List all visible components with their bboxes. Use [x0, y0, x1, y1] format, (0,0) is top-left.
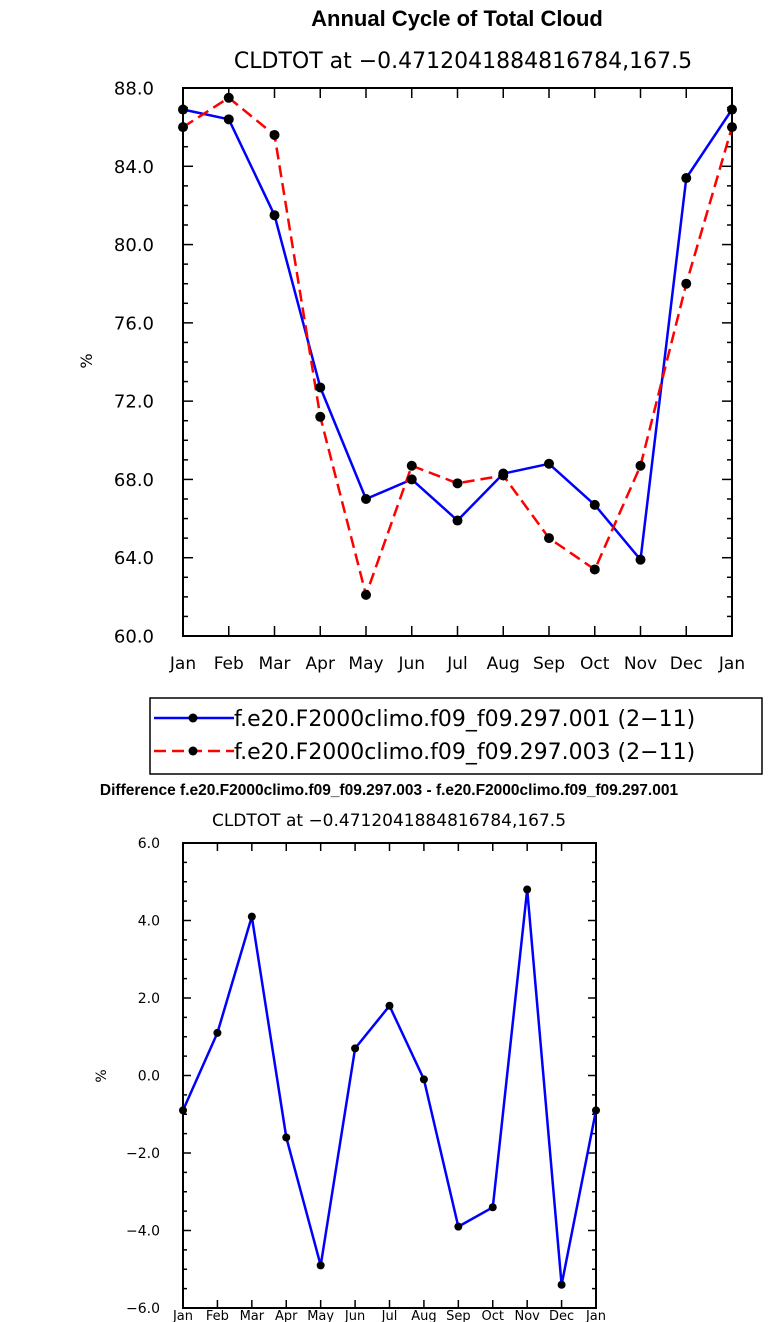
top-series-1-point	[178, 104, 188, 115]
top-x-tick-label: Dec	[670, 654, 703, 674]
legend-label-series-1: f.e20.F2000climo.f09_f09.297.001 (2−11)	[234, 707, 695, 732]
top-x-tick-label: May	[348, 654, 383, 674]
bottom-y-tick-label: 2.0	[138, 991, 160, 1007]
bottom-y-tick-label: −6.0	[126, 1301, 160, 1317]
bottom-series-1-point	[247, 912, 256, 921]
top-chart-ylabel: %	[77, 353, 96, 368]
bottom-x-tick-label: May	[307, 1309, 334, 1322]
legend-label-series-2: f.e20.F2000climo.f09_f09.297.003 (2−11)	[234, 740, 695, 765]
top-x-tick-label: Sep	[533, 654, 565, 674]
bottom-x-tick-label: Oct	[482, 1309, 504, 1322]
bottom-plot-frame	[182, 842, 597, 1309]
top-x-tick-label: Feb	[214, 654, 244, 674]
legend-marker-series-1	[188, 713, 198, 723]
top-series-1-point	[406, 474, 417, 485]
top-y-tick-label: 68.0	[114, 470, 154, 491]
top-y-tick-label: 72.0	[114, 392, 154, 413]
bottom-x-tick-label: Jan	[585, 1309, 606, 1322]
legend: f.e20.F2000climo.f09_f09.297.001 (2−11) …	[149, 697, 763, 775]
top-x-tick-label: Mar	[258, 654, 290, 674]
top-x-tick-label: Nov	[624, 654, 657, 674]
bottom-y-tick-label: 4.0	[138, 914, 160, 930]
bottom-x-tick-label: Apr	[275, 1309, 298, 1322]
top-x-tick-label: Jan	[718, 654, 745, 674]
bottom-y-tick-label: −4.0	[126, 1224, 160, 1240]
bottom-series-1-point	[557, 1280, 566, 1289]
bottom-series-1-point	[316, 1261, 325, 1270]
bottom-x-tick-label: Nov	[514, 1309, 540, 1322]
top-series-1-point	[269, 210, 280, 221]
bottom-x-tick-label: Jun	[344, 1309, 365, 1322]
top-plot-area: 60.0 64.0 68.0 72.0 76.0 80.0 84.0 88.0 Jan Feb Ma…	[114, 78, 745, 674]
bottom-series-1-point	[523, 885, 532, 894]
top-y-tick-label: 88.0	[114, 78, 154, 99]
bottom-series-1-point	[282, 1133, 291, 1142]
bottom-x-tick-label: Mar	[240, 1309, 265, 1322]
top-series-2-point	[498, 470, 509, 481]
top-y-tick-label: 64.0	[114, 548, 154, 569]
top-series-2-point	[361, 589, 371, 600]
bottom-plot-area: −6.0 −4.0 −2.0 0.0 2.0 4.0 6.0 Jan Feb Mar Apr May J…	[126, 836, 606, 1322]
top-series-2-point	[223, 92, 234, 103]
bottom-series-1-point	[179, 1106, 187, 1115]
top-series-1-point	[452, 515, 463, 526]
bottom-series-1-line	[181, 888, 598, 1287]
top-series-2-point	[452, 478, 463, 489]
top-series-2-point	[178, 122, 188, 133]
top-x-tick-label: Apr	[306, 654, 335, 674]
top-y-tick-label: 60.0	[114, 626, 154, 647]
bottom-chart-ylabel: %	[94, 1069, 110, 1082]
top-series-2-point	[681, 278, 692, 289]
bottom-series-1-point	[592, 1106, 600, 1115]
top-chart-title: Annual Cycle of Total Cloud	[311, 6, 603, 31]
bottom-series-1-point	[419, 1075, 428, 1084]
bottom-x-tick-label: Jul	[381, 1309, 398, 1322]
top-series-1-point	[361, 494, 371, 504]
bottom-x-tick-label: Sep	[446, 1309, 471, 1322]
top-x-tick-label: Oct	[580, 654, 610, 674]
top-y-tick-label: 80.0	[114, 235, 154, 256]
top-series-1-point	[223, 114, 234, 125]
top-series-1-point	[315, 382, 326, 393]
top-y-tick-label: 84.0	[114, 157, 154, 178]
top-chart-subtitle: CLDTOT at −0.4712041884816784,167.5	[234, 49, 692, 74]
top-y-tick-label: 76.0	[114, 313, 154, 334]
top-plot-frame	[182, 87, 733, 637]
bottom-x-tick-label: Dec	[549, 1309, 574, 1322]
bottom-y-tick-label: −2.0	[126, 1146, 160, 1162]
bottom-y-tick-label: 0.0	[138, 1069, 160, 1085]
bottom-x-tick-label: Aug	[411, 1309, 436, 1322]
bottom-series-1-point	[488, 1203, 497, 1212]
bottom-x-tick-label: Feb	[206, 1309, 229, 1322]
top-series-2-point	[315, 411, 326, 422]
top-series-1-point	[635, 554, 646, 565]
bottom-series-1-point	[351, 1044, 360, 1053]
top-series-1-line	[182, 108, 734, 561]
top-series-2-point	[635, 460, 646, 471]
top-series-2-point	[406, 460, 417, 471]
bottom-series-1-point	[213, 1028, 222, 1037]
bottom-chart-title: Difference f.e20.F2000climo.f09_f09.297.…	[100, 782, 679, 799]
bottom-y-tick-label: 6.0	[138, 836, 160, 852]
top-series-2-point	[269, 129, 280, 140]
bottom-series-1-point	[385, 1001, 394, 1010]
bottom-chart-subtitle: CLDTOT at −0.4712041884816784,167.5	[212, 811, 566, 831]
bottom-x-tick-label: Jan	[172, 1309, 193, 1322]
top-series-1-point	[727, 104, 737, 115]
top-series-2-point	[589, 564, 600, 575]
bottom-series-1-point	[454, 1222, 463, 1231]
top-series-1-point	[589, 499, 600, 510]
top-series-1-point	[544, 458, 554, 469]
top-series-2-point	[544, 533, 554, 544]
top-x-tick-label: Jan	[169, 654, 196, 674]
top-x-tick-label: Jun	[397, 654, 425, 674]
top-series-2-point	[727, 122, 737, 133]
legend-box	[149, 697, 763, 775]
legend-marker-series-2	[188, 746, 198, 756]
top-x-tick-label: Jul	[446, 654, 468, 674]
top-series-1-point	[681, 173, 692, 184]
top-x-tick-label: Aug	[487, 654, 520, 674]
